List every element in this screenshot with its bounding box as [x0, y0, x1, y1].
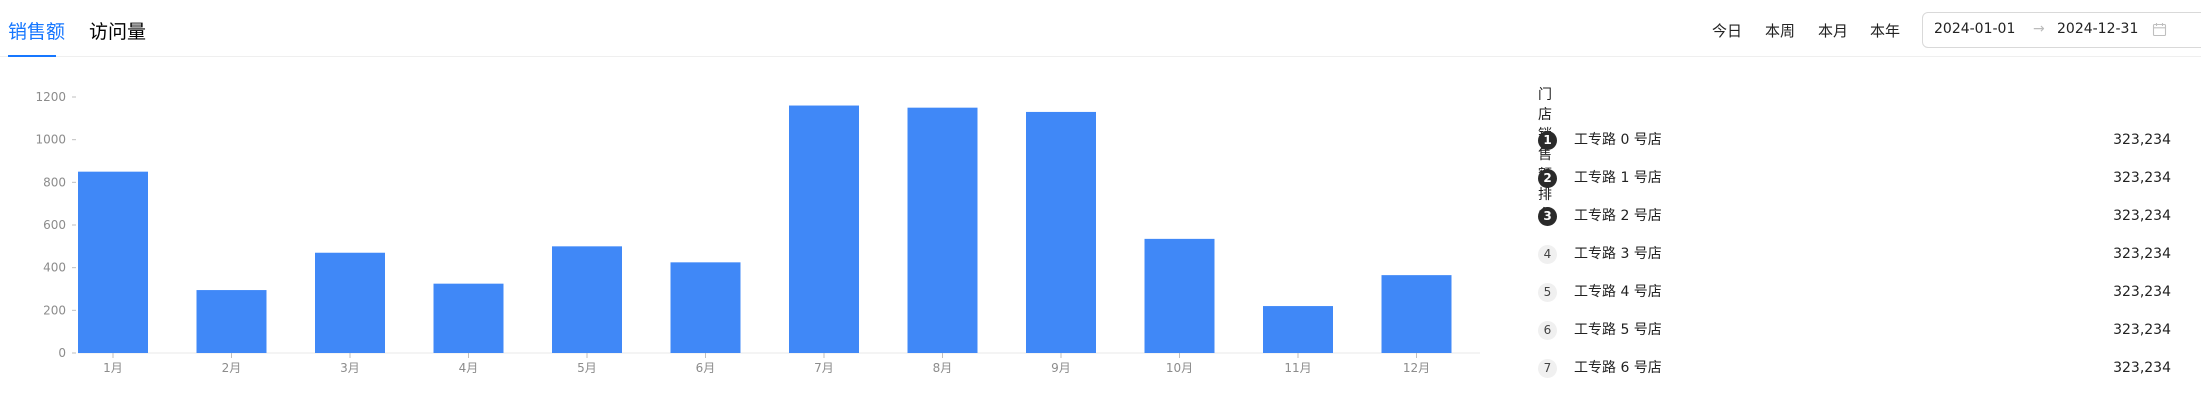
rank-badge: 2 [1538, 169, 1557, 188]
store-sales-value: 323,234 [2113, 284, 2171, 300]
ranking-item: 1 工专路 0 号店 323,234 [0, 131, 2201, 169]
x-tick-label: 2月 [222, 361, 242, 375]
bar-8[interactable] [907, 107, 978, 353]
x-tick-label: 12月 [1403, 361, 1430, 375]
store-sales-value: 323,234 [2113, 208, 2171, 224]
x-tick-label: 11月 [1284, 361, 1311, 375]
x-tick-label: 3月 [340, 361, 360, 375]
rank-badge: 4 [1538, 245, 1557, 264]
store-name: 工专路 5 号店 [1574, 322, 1662, 338]
ranking-item: 5 工专路 4 号店 323,234 [0, 283, 2201, 321]
bar-10[interactable] [1144, 238, 1215, 353]
store-name: 工专路 1 号店 [1574, 170, 1662, 186]
store-name: 工专路 4 号店 [1574, 284, 1662, 300]
bar-3[interactable] [315, 252, 385, 353]
x-tick-label: 9月 [1051, 361, 1071, 375]
bar-9[interactable] [1026, 111, 1096, 353]
bar-1[interactable] [78, 171, 148, 353]
bar-2[interactable] [196, 290, 267, 353]
ranking-item: 6 工专路 5 号店 323,234 [0, 321, 2201, 359]
rank-badge: 7 [1538, 359, 1557, 378]
y-tick-label: 400 [43, 261, 66, 275]
ranking-item: 7 工专路 6 号店 323,234 [0, 359, 2201, 397]
tab-visits[interactable]: 访问量 [89, 21, 147, 43]
range-year[interactable]: 本年 [1870, 22, 1901, 40]
date-separator: → [2033, 21, 2045, 37]
rank-badge: 6 [1538, 321, 1557, 340]
x-tick-label: 5月 [577, 361, 597, 375]
tabs-bar: 销售额 访问量 今日 本周 本月 本年 → [0, 0, 2201, 57]
x-tick-label: 4月 [459, 361, 479, 375]
start-date-input[interactable] [1934, 21, 2044, 37]
rank-badge: 3 [1538, 207, 1557, 226]
bar-11[interactable] [1263, 306, 1333, 353]
y-tick-label: 1000 [35, 133, 66, 147]
x-tick-label: 7月 [814, 361, 834, 375]
range-today[interactable]: 今日 [1712, 22, 1743, 40]
date-range-picker[interactable]: → [1922, 12, 2201, 48]
x-tick-label: 6月 [696, 361, 716, 375]
bar-7[interactable] [789, 105, 859, 354]
y-tick-label: 0 [58, 346, 66, 360]
bar-12[interactable] [1381, 275, 1452, 353]
tab-sales[interactable]: 销售额 [8, 21, 66, 43]
store-sales-value: 323,234 [2113, 322, 2171, 338]
end-date-input[interactable] [2057, 21, 2167, 37]
store-name: 工专路 2 号店 [1574, 208, 1662, 224]
ranking-item: 4 工专路 3 号店 323,234 [0, 245, 2201, 283]
y-tick-label: 800 [43, 175, 66, 189]
ranking-item: 2 工专路 1 号店 323,234 [0, 169, 2201, 207]
y-tick-label: 600 [43, 218, 66, 232]
sales-bar-chart: 0 200 400 600 800 1000 1200 1月 2月 3月 4月 5月 6月 7月 8月 9月 1… [0, 57, 1500, 401]
bar-4[interactable] [433, 283, 504, 353]
active-tab-indicator [8, 55, 56, 57]
store-sales-value: 323,234 [2113, 246, 2171, 262]
store-name: 工专路 0 号店 [1574, 132, 1662, 148]
store-sales-value: 323,234 [2113, 170, 2171, 186]
ranking-item: 3 工专路 2 号店 323,234 [0, 207, 2201, 245]
y-tick-label: 1200 [35, 90, 66, 104]
x-tick-label: 8月 [933, 361, 953, 375]
calendar-icon [2152, 22, 2167, 41]
x-tick-label: 1月 [103, 361, 123, 375]
y-tick-label: 200 [43, 303, 66, 317]
rank-badge: 5 [1538, 283, 1557, 302]
rank-badge: 1 [1538, 131, 1557, 150]
store-name: 工专路 6 号店 [1574, 360, 1662, 376]
bar-5[interactable] [552, 246, 622, 353]
bar-6[interactable] [670, 262, 741, 353]
range-month[interactable]: 本月 [1818, 22, 1849, 40]
store-name: 工专路 3 号店 [1574, 246, 1662, 262]
x-tick-label: 10月 [1166, 361, 1193, 375]
store-sales-value: 323,234 [2113, 132, 2171, 148]
bar-chart-svg: 0 200 400 600 800 1000 1200 1月 2月 3月 4月 5月 6月 7月 8月 9月 1… [35, 90, 1500, 375]
range-week[interactable]: 本周 [1765, 22, 1796, 40]
store-sales-value: 323,234 [2113, 360, 2171, 376]
